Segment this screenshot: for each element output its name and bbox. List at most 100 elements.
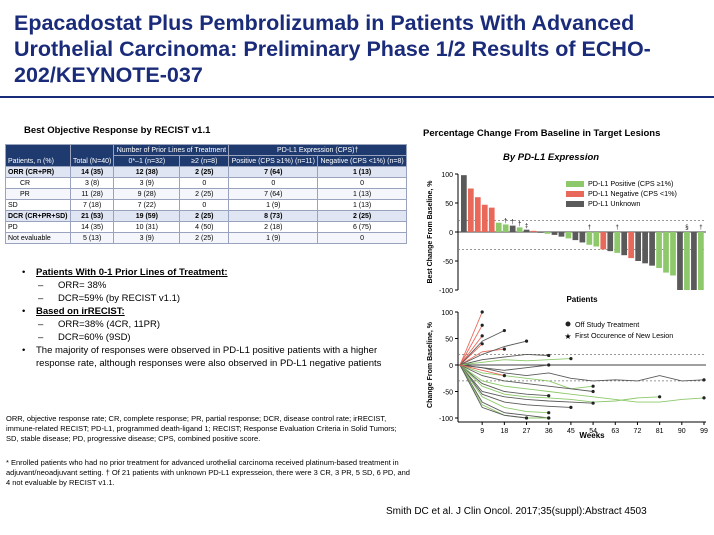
cell-positive: 2 (18) xyxy=(228,221,319,233)
table-row: PD 14 (35) 10 (31) 4 (50) 2 (18) 6 (75) xyxy=(5,221,407,233)
waterfall-bar xyxy=(544,232,551,234)
off-study-marker xyxy=(591,384,595,388)
patient-trajectory xyxy=(459,364,705,403)
table-row: SD 7 (18) 7 (22) 0 1 (9) 1 (13) xyxy=(5,199,407,211)
col-header-positive: Positive (CPS ≥1%) (n=11) xyxy=(228,155,319,167)
waterfall-chart: -100 -50 0 50 100 † † † ‡ † † § † Patients Best Change… xyxy=(427,172,706,304)
row-label: PD xyxy=(5,221,71,233)
waterfall-bar xyxy=(474,197,481,232)
patient-trajectory xyxy=(459,335,483,366)
waterfall-bar xyxy=(593,232,600,247)
bar-marker: ‡ xyxy=(525,224,528,230)
patient-trajectory xyxy=(459,364,505,377)
y-tick-label: 0 xyxy=(449,230,453,237)
x-tick-label: 72 xyxy=(634,428,642,435)
waterfall-bar xyxy=(649,232,655,266)
patient-trajectory xyxy=(459,364,594,390)
cell-lines2: 0 xyxy=(179,199,230,211)
off-study-marker xyxy=(480,334,484,338)
off-study-marker xyxy=(702,396,706,400)
sub-bullet-item: ORR=38% (4CR, 11PR) xyxy=(22,318,402,331)
off-study-marker xyxy=(547,416,551,420)
patient-trajectory xyxy=(459,353,549,366)
off-study-marker xyxy=(591,389,595,394)
bar-marker: † xyxy=(504,218,507,224)
cell-positive: 8 (73) xyxy=(228,210,319,222)
cell-lines2: 4 (50) xyxy=(179,221,230,233)
row-label: Not evaluable xyxy=(5,232,71,244)
bullet-item: Based on irRECIST: xyxy=(22,305,402,318)
waterfall-bar xyxy=(698,232,704,290)
cell-lines2: 2 (25) xyxy=(179,166,230,178)
y-tick-label: -100 xyxy=(439,288,453,295)
off-study-marker xyxy=(502,374,506,378)
row-label: PR xyxy=(5,188,71,200)
bar-marker: † xyxy=(511,220,514,226)
patient-trajectory xyxy=(459,364,660,403)
x-tick-label: 90 xyxy=(678,428,686,435)
cell-negative: 1 (13) xyxy=(317,199,407,211)
citation: Smith DC et al. J Clin Oncol. 2017;35(su… xyxy=(386,506,647,517)
patient-trajectory xyxy=(459,364,549,414)
cell-lines01: 19 (59) xyxy=(113,210,181,222)
cell-negative: 0 xyxy=(317,232,407,244)
cell-lines2: 2 (25) xyxy=(179,232,230,244)
x-tick-label: 45 xyxy=(567,428,575,435)
off-study-marker xyxy=(524,339,529,343)
patient-trajectory xyxy=(459,364,549,419)
waterfall-bar xyxy=(488,207,495,232)
row-label: SD xyxy=(5,199,71,211)
cell-positive: 7 (64) xyxy=(228,188,319,200)
legend-swatch xyxy=(566,201,584,207)
cell-negative: 0 xyxy=(317,177,407,189)
legend-label: PD-L1 Positive (CPS ≥1%) xyxy=(588,179,673,188)
off-study-marker xyxy=(480,310,484,314)
sub-bullet-item: ORR= 38% xyxy=(22,279,402,292)
patient-trajectory xyxy=(459,330,505,366)
off-study-marker xyxy=(547,394,551,398)
waterfall-bar xyxy=(628,232,635,259)
off-study-marker xyxy=(702,378,706,382)
y-tick-label: 100 xyxy=(441,172,453,179)
waterfall-bar xyxy=(516,227,523,232)
waterfall-bar xyxy=(481,204,488,232)
cell-lines01: 3 (9) xyxy=(113,232,181,244)
table-caption: Best Objective Response by RECIST v1.1 xyxy=(24,125,211,136)
cell-lines01: 7 (22) xyxy=(113,199,181,211)
waterfall-bar xyxy=(558,232,565,237)
cell-total: 21 (53) xyxy=(69,210,115,222)
patient-trajectory xyxy=(459,348,505,366)
x-tick-label: 63 xyxy=(611,428,619,435)
bar-marker: † xyxy=(699,225,702,231)
cell-lines2: 2 (25) xyxy=(179,210,230,222)
waterfall-bar xyxy=(684,232,690,290)
patient-trajectory xyxy=(459,364,705,382)
waterfall-bar xyxy=(656,232,662,268)
legend-off-study-marker xyxy=(565,321,571,327)
patient-trajectory xyxy=(459,364,594,392)
x-axis-label: Weeks xyxy=(579,431,605,440)
cell-negative: 1 (13) xyxy=(317,188,407,200)
legend-label: First Occurence of New Lesion xyxy=(575,331,673,340)
x-axis-label: Patients xyxy=(566,295,598,304)
row-label: CR xyxy=(5,177,71,189)
sub-bullet-item: DCR=60% (9SD) xyxy=(22,331,402,344)
x-tick-label: 9 xyxy=(480,428,484,435)
legend-label: PD-L1 Unknown xyxy=(588,199,640,208)
waterfall-bar xyxy=(663,232,669,273)
y-tick-label: 100 xyxy=(441,310,453,317)
bar-marker: † xyxy=(616,225,619,231)
sub-bullet-item: DCR=59% (by RECIST v1.1) xyxy=(22,292,402,305)
cell-positive: 0 xyxy=(228,177,319,189)
col-header-lines2: ≥2 (n=8) xyxy=(179,155,230,167)
cell-lines01: 9 (28) xyxy=(113,188,181,200)
abbreviations-note: ORR, objective response rate; CR, comple… xyxy=(6,414,397,443)
x-tick-label: 81 xyxy=(656,428,664,435)
off-study-marker xyxy=(569,405,573,409)
legend-label: PD-L1 Negative (CPS <1%) xyxy=(588,189,677,198)
off-study-marker xyxy=(569,357,573,361)
waterfall-bar xyxy=(607,232,614,252)
col-header-negative: Negative (CPS <1%) (n=8) xyxy=(317,155,407,167)
cell-positive: 1 (9) xyxy=(228,199,319,211)
cell-total: 7 (18) xyxy=(69,199,115,211)
